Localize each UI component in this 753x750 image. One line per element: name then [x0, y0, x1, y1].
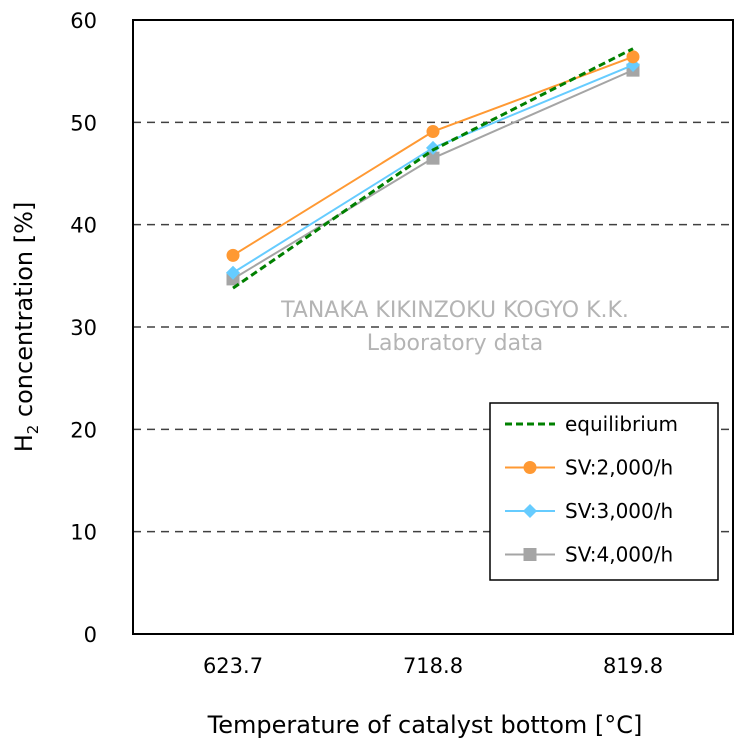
data-point: [226, 265, 240, 280]
x-axis-label: Temperature of catalyst bottom [°C]: [207, 711, 643, 739]
data-point: [626, 50, 640, 64]
x-tick-label: 819.8: [603, 654, 663, 678]
watermark-line-1: TANAKA KIKINZOKU KOGYO K.K.: [280, 298, 629, 323]
legend: equilibrium SV:2,000/h SV:3,000/h SV:4,000/…: [489, 402, 719, 581]
x-tick-label: 623.7: [203, 654, 263, 678]
watermark-line-2: Laboratory data: [367, 331, 543, 356]
x-tick-labels: 623.7 718.8 819.8: [203, 654, 663, 678]
legend-marker: [523, 461, 537, 474]
series: [226, 47, 640, 290]
legend-label: SV:3,000/h: [565, 499, 673, 523]
y-tick-label: 10: [70, 521, 97, 545]
y-label-subscript: 2: [24, 425, 42, 435]
y-label-h: H: [10, 434, 38, 452]
data-point: [426, 151, 440, 165]
plot-area-border: [132, 19, 734, 635]
y-tick-label: 40: [70, 214, 97, 238]
legend-marker: [523, 548, 537, 561]
y-tick-labels: 0 10 20 30 40 50 60: [70, 9, 97, 647]
series-1: [226, 50, 640, 262]
y-tick-label: 50: [70, 111, 97, 135]
y-tick-label: 30: [70, 316, 97, 340]
y-axis-label: H2 concentration [%]: [10, 202, 42, 453]
watermark: TANAKA KIKINZOKU KOGYO K.K. Laboratory d…: [280, 298, 629, 356]
legend-marker: [523, 504, 537, 518]
data-point: [226, 248, 240, 262]
data-point: [426, 140, 440, 155]
data-point: [426, 125, 440, 139]
x-tick-label: 718.8: [403, 654, 463, 678]
legend-label: SV:4,000/h: [565, 543, 673, 567]
y-tick-label: 60: [70, 9, 97, 33]
series-0: [232, 47, 634, 290]
y-label-rest: concentration [%]: [10, 202, 38, 425]
y-tick-label: 20: [70, 418, 97, 442]
series-3: [226, 63, 640, 286]
legend-label: equilibrium: [565, 412, 678, 436]
series-line: [232, 47, 634, 290]
gridlines: [133, 121, 733, 533]
y-tick-label: 0: [84, 623, 97, 647]
legend-label: SV:2,000/h: [565, 456, 673, 480]
